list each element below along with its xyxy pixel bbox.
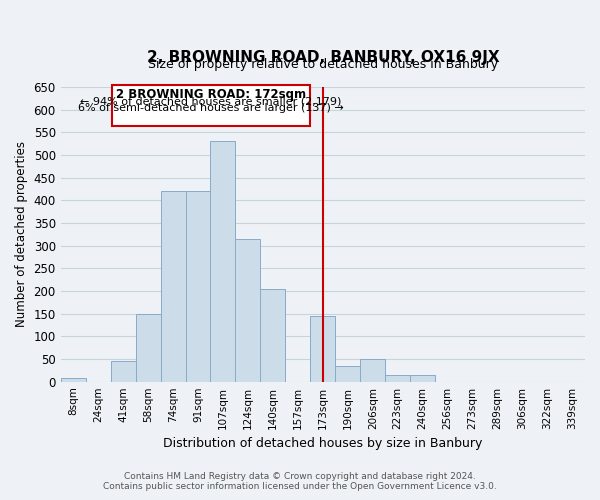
- Bar: [235, 239, 260, 382]
- Bar: [410, 375, 435, 382]
- Bar: [136, 314, 161, 382]
- Bar: [211, 142, 235, 382]
- Y-axis label: Number of detached properties: Number of detached properties: [15, 142, 28, 328]
- Bar: [161, 192, 185, 382]
- Bar: [112, 84, 310, 126]
- Bar: [385, 375, 410, 382]
- Text: 2 BROWNING ROAD: 172sqm: 2 BROWNING ROAD: 172sqm: [116, 88, 306, 102]
- Text: Contains public sector information licensed under the Open Government Licence v3: Contains public sector information licen…: [103, 482, 497, 491]
- Text: Contains HM Land Registry data © Crown copyright and database right 2024.: Contains HM Land Registry data © Crown c…: [124, 472, 476, 481]
- Title: 2, BROWNING ROAD, BANBURY, OX16 9JX: 2, BROWNING ROAD, BANBURY, OX16 9JX: [146, 50, 499, 65]
- Bar: [335, 366, 360, 382]
- Bar: [110, 362, 136, 382]
- Bar: [310, 316, 335, 382]
- Text: ← 94% of detached houses are smaller (2,179): ← 94% of detached houses are smaller (2,…: [80, 96, 342, 106]
- Text: 6% of semi-detached houses are larger (137) →: 6% of semi-detached houses are larger (1…: [78, 104, 344, 114]
- Bar: [185, 192, 211, 382]
- X-axis label: Distribution of detached houses by size in Banbury: Distribution of detached houses by size …: [163, 437, 482, 450]
- Bar: [61, 378, 86, 382]
- Bar: [360, 359, 385, 382]
- Bar: [260, 288, 286, 382]
- Text: Size of property relative to detached houses in Banbury: Size of property relative to detached ho…: [148, 58, 498, 71]
